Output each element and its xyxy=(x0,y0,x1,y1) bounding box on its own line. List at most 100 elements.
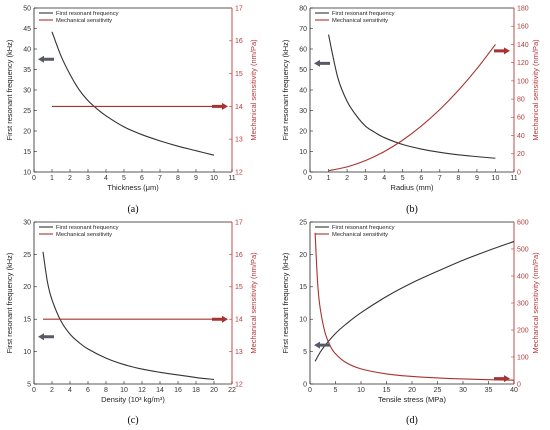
x-tick-label: 4 xyxy=(68,387,72,394)
y-right-tick-label: 100 xyxy=(517,354,529,361)
y-left-tick-label: 80 xyxy=(299,5,307,12)
x-tick-label: 4 xyxy=(104,175,108,182)
x-tick-label: 1 xyxy=(50,175,54,182)
frequency-series-line xyxy=(328,34,496,159)
y-right-axis-label: Mechanical sensitivity (nm/Pa) xyxy=(249,39,258,141)
x-tick-label: 10 xyxy=(120,387,128,394)
x-tick-label: 0 xyxy=(32,387,36,394)
panel-label: (d) xyxy=(406,415,418,426)
x-tick-label: 6 xyxy=(86,387,90,394)
x-tick-label: 40 xyxy=(510,387,518,394)
x-tick-label: 20 xyxy=(408,387,416,394)
legend-label: First resonant frequency xyxy=(332,225,395,231)
y-left-tick-label: 20 xyxy=(299,252,307,259)
x-axis-label: Thickness (μm) xyxy=(107,183,159,192)
right-axis-arrow-icon xyxy=(494,47,510,55)
panel-label: (a) xyxy=(127,204,138,215)
y-right-tick-label: 60 xyxy=(517,115,525,122)
y-right-tick-label: 16 xyxy=(235,38,243,45)
x-tick-label: 2 xyxy=(50,387,54,394)
y-left-tick-label: 25 xyxy=(299,219,307,226)
y-left-tick-label: 50 xyxy=(23,5,31,12)
chart-panel-2: 0 1 2 3 4 5 6 7 8 9 10 1101020304050607080020406080… xyxy=(281,5,540,215)
y-left-tick-label: 50 xyxy=(299,67,307,74)
frequency-series-line xyxy=(51,31,215,156)
x-axis-label: Tensile stress (MPa) xyxy=(378,395,446,404)
x-tick-label: 12 xyxy=(138,387,146,394)
y-left-tick-label: 15 xyxy=(23,317,31,324)
legend-label: Mechanical sensitivity xyxy=(332,232,388,238)
sensitivity-series-line xyxy=(314,232,515,381)
y-right-tick-label: 40 xyxy=(517,133,525,140)
x-tick-label: 14 xyxy=(156,387,164,394)
y-right-tick-label: 0 xyxy=(517,169,521,176)
right-axis-arrow-icon xyxy=(494,375,510,383)
y-left-tick-label: 10 xyxy=(23,169,31,176)
y-right-axis-label: Mechanical sensitivity (nm/Pa) xyxy=(531,39,540,141)
legend-label: First resonant frequency xyxy=(56,11,119,17)
y-right-tick-label: 100 xyxy=(517,78,529,85)
legend-label: Mechanical sensitivity xyxy=(56,18,112,24)
x-tick-label: 8 xyxy=(456,175,460,182)
x-tick-label: 11 xyxy=(228,175,235,182)
legend-label: First resonant frequency xyxy=(332,11,395,17)
x-tick-label: 5 xyxy=(334,387,338,394)
x-tick-label: 11 xyxy=(510,175,517,182)
y-right-tick-label: 13 xyxy=(235,137,243,144)
y-left-tick-label: 30 xyxy=(23,219,31,226)
x-tick-label: 6 xyxy=(419,175,423,182)
y-left-tick-label: 40 xyxy=(299,87,307,94)
x-tick-label: 8 xyxy=(104,387,108,394)
y-left-tick-label: 40 xyxy=(23,46,31,53)
y-left-tick-label: 30 xyxy=(23,87,31,94)
x-tick-label: 10 xyxy=(357,387,365,394)
x-tick-label: 4 xyxy=(382,175,386,182)
y-left-tick-label: 20 xyxy=(23,128,31,135)
y-left-tick-label: 10 xyxy=(299,317,307,324)
x-tick-label: 15 xyxy=(383,387,391,394)
x-tick-label: 5 xyxy=(401,175,405,182)
x-tick-label: 30 xyxy=(459,387,467,394)
x-tick-label: 9 xyxy=(194,175,198,182)
left-axis-arrow-icon xyxy=(314,59,330,67)
y-left-tick-label: 25 xyxy=(23,252,31,259)
y-right-tick-label: 12 xyxy=(235,381,243,388)
y-right-tick-label: 400 xyxy=(517,273,529,280)
y-right-tick-label: 120 xyxy=(517,60,529,67)
y-left-tick-label: 10 xyxy=(299,149,307,156)
y-right-tick-label: 300 xyxy=(517,300,529,307)
y-right-tick-label: 12 xyxy=(235,169,243,176)
y-left-tick-label: 35 xyxy=(23,67,31,74)
x-tick-label: 18 xyxy=(192,387,200,394)
chart-panel-3: 0 2 4 6 8 10 12 14 16 18 20 22 5 10 15 20 25 30 12 13 14 15 16… xyxy=(5,219,258,426)
x-tick-label: 3 xyxy=(364,175,368,182)
x-tick-label: 0 xyxy=(32,175,36,182)
y-left-tick-label: 25 xyxy=(23,108,31,115)
y-right-tick-label: 0 xyxy=(517,381,521,388)
right-axis-arrow-icon xyxy=(212,315,228,323)
y-left-tick-label: 5 xyxy=(303,349,307,356)
y-right-tick-label: 16 xyxy=(235,252,243,259)
legend-label: Mechanical sensitivity xyxy=(56,232,112,238)
y-right-tick-label: 14 xyxy=(235,317,243,324)
y-left-tick-label: 10 xyxy=(23,349,31,356)
y-left-tick-label: 20 xyxy=(23,284,31,291)
x-tick-label: 7 xyxy=(158,175,162,182)
y-left-tick-label: 45 xyxy=(23,26,31,33)
y-left-tick-label: 0 xyxy=(303,381,307,388)
y-right-tick-label: 80 xyxy=(517,97,525,104)
y-left-tick-label: 20 xyxy=(299,128,307,135)
legend-label: First resonant frequency xyxy=(56,225,119,231)
y-right-tick-label: 15 xyxy=(235,284,243,291)
y-left-tick-label: 15 xyxy=(23,149,31,156)
x-tick-label: 22 xyxy=(228,387,236,394)
x-axis-label: Density (10³ kg/m³) xyxy=(101,395,165,404)
y-right-tick-label: 160 xyxy=(517,24,529,31)
x-tick-label: 7 xyxy=(438,175,442,182)
x-tick-label: 10 xyxy=(210,175,218,182)
y-right-tick-label: 20 xyxy=(517,151,525,158)
left-axis-arrow-icon xyxy=(314,341,330,349)
legend-label: Mechanical sensitivity xyxy=(332,18,388,24)
y-right-tick-label: 600 xyxy=(517,219,529,226)
x-tick-label: 3 xyxy=(86,175,90,182)
